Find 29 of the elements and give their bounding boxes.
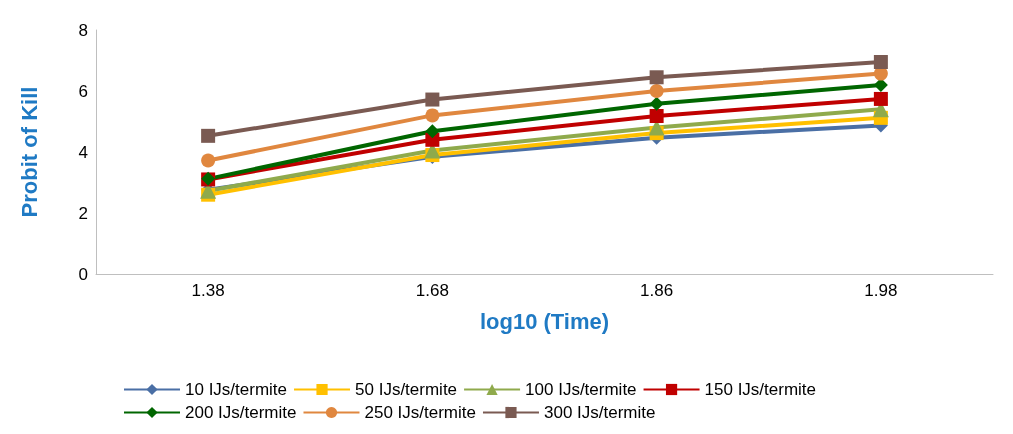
x-axis-title: log10 (Time)	[479, 308, 610, 334]
point	[425, 92, 440, 107]
x-tick-label: 1.68	[415, 281, 449, 300]
point	[649, 96, 664, 111]
point	[201, 153, 216, 168]
y-tick-label: 2	[78, 203, 88, 223]
point	[649, 70, 664, 85]
y-tick-label: 6	[78, 81, 88, 101]
legend-label: 300 IJs/termite	[543, 403, 656, 422]
point	[425, 124, 440, 139]
legend-label: 10 IJs/termite	[185, 380, 288, 399]
legend-label: 150 IJs/termite	[704, 380, 817, 399]
legend-label: 100 IJs/termite	[525, 380, 637, 399]
x-tick-label: 1.38	[191, 281, 225, 300]
legend-label: 50 IJs/termite	[355, 380, 458, 399]
point	[649, 84, 664, 98]
y-axis-title: Probit of Kill	[16, 86, 42, 218]
point	[425, 108, 440, 123]
legend-label: 250 IJs/termite	[364, 403, 476, 422]
point	[649, 109, 664, 124]
point	[873, 91, 888, 106]
y-tick-label: 4	[78, 142, 88, 162]
legend-label: 200 IJs/termite	[185, 403, 297, 422]
point	[201, 128, 216, 143]
point	[873, 55, 888, 70]
x-tick-label: 1.98	[864, 281, 898, 300]
y-tick-label: 0	[78, 264, 88, 284]
x-tick-label: 1.86	[640, 281, 674, 300]
y-tick-label: 8	[78, 20, 88, 40]
